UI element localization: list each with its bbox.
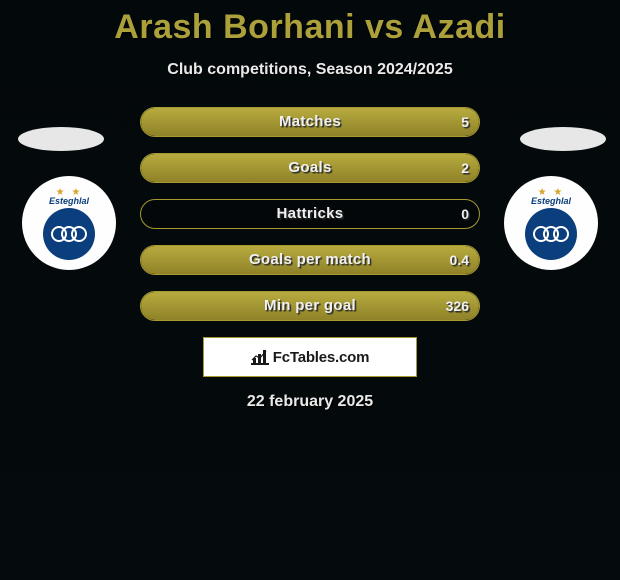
brand-box[interactable]: FcTables.com	[203, 337, 417, 377]
comparison-card: Arash Borhani vs Azadi Club competitions…	[0, 0, 620, 411]
date-label: 22 february 2025	[0, 393, 620, 411]
stat-row: Hattricks0	[140, 199, 480, 229]
chart-icon	[251, 349, 269, 365]
stat-value-right: 0	[461, 200, 469, 228]
stat-value-right: 326	[446, 292, 469, 320]
stat-label: Goals	[141, 154, 479, 182]
stat-row: Matches5	[140, 107, 480, 137]
stat-row: Min per goal326	[140, 291, 480, 321]
brand-label: FcTables.com	[273, 349, 370, 366]
stat-value-right: 5	[461, 108, 469, 136]
stat-label: Min per goal	[141, 292, 479, 320]
page-title: Arash Borhani vs Azadi	[0, 8, 620, 47]
stats-list: Matches5Goals2Hattricks0Goals per match0…	[0, 107, 620, 321]
stat-value-right: 0.4	[450, 246, 469, 274]
stat-label: Hattricks	[141, 200, 479, 228]
subtitle: Club competitions, Season 2024/2025	[0, 61, 620, 79]
stat-label: Goals per match	[141, 246, 479, 274]
stat-label: Matches	[141, 108, 479, 136]
stat-value-right: 2	[461, 154, 469, 182]
stat-row: Goals per match0.4	[140, 245, 480, 275]
stat-row: Goals2	[140, 153, 480, 183]
